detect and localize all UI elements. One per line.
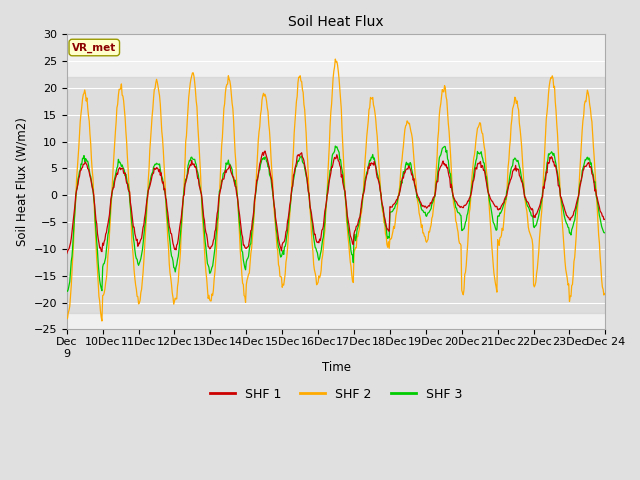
Y-axis label: Soil Heat Flux (W/m2): Soil Heat Flux (W/m2)	[15, 118, 28, 246]
Text: VR_met: VR_met	[72, 42, 116, 53]
Title: Soil Heat Flux: Soil Heat Flux	[288, 15, 384, 29]
Bar	[67, 77, 605, 313]
Legend: SHF 1, SHF 2, SHF 3: SHF 1, SHF 2, SHF 3	[205, 383, 467, 406]
X-axis label: Time: Time	[321, 361, 351, 374]
